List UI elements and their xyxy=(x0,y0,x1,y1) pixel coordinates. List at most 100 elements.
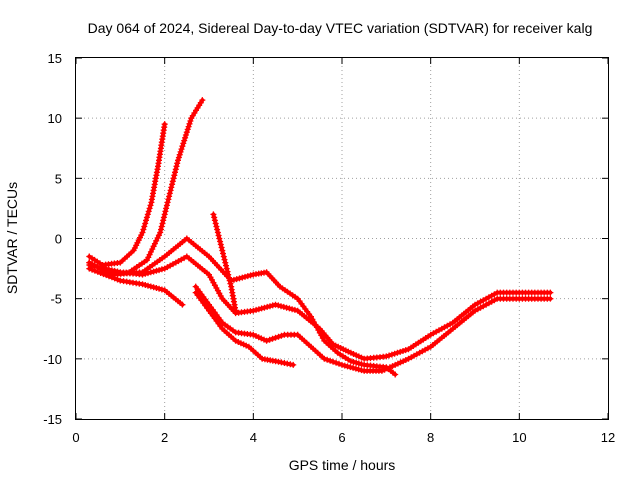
data-point-marker xyxy=(180,140,187,147)
data-point-marker xyxy=(142,220,149,227)
data-point-marker xyxy=(244,273,251,280)
data-point-marker xyxy=(267,303,273,310)
data-point-marker xyxy=(394,349,401,356)
data-point-marker xyxy=(114,276,121,283)
data-point-marker xyxy=(146,205,153,212)
data-point-marker xyxy=(230,276,237,283)
data-point-marker xyxy=(145,270,151,277)
data-point-marker xyxy=(187,118,194,124)
data-point-marker xyxy=(163,202,170,209)
series-track-8 xyxy=(210,211,239,314)
x-tick-label: 4 xyxy=(250,430,257,445)
data-point-marker xyxy=(397,348,404,355)
data-point-marker xyxy=(141,223,148,230)
data-point-marker xyxy=(218,244,225,251)
data-point-marker xyxy=(242,273,248,280)
data-point-marker xyxy=(239,274,246,281)
data-point-marker xyxy=(247,272,254,279)
data-point-marker xyxy=(219,247,226,254)
x-tick-label: 2 xyxy=(161,430,168,445)
data-point-marker xyxy=(211,217,218,224)
data-point-marker xyxy=(160,214,167,221)
data-point-marker xyxy=(397,359,404,366)
data-point-marker xyxy=(212,220,219,227)
data-point-marker xyxy=(258,335,265,342)
data-point-marker xyxy=(392,361,399,368)
data-point-marker xyxy=(185,123,192,130)
data-point-marker xyxy=(168,184,175,191)
data-point-marker xyxy=(291,306,298,313)
data-point-marker xyxy=(347,364,354,371)
data-point-marker xyxy=(166,190,173,197)
data-point-marker xyxy=(222,259,229,266)
data-point-marker xyxy=(214,229,221,236)
data-point-marker xyxy=(226,274,232,281)
data-point-marker xyxy=(156,285,163,292)
data-point-marker xyxy=(175,157,181,164)
data-point-marker xyxy=(232,337,239,344)
data-point-marker xyxy=(225,271,232,278)
data-point-marker xyxy=(223,262,229,269)
data-point-marker xyxy=(280,303,287,310)
data-point-marker xyxy=(158,223,165,230)
data-point-marker xyxy=(199,97,206,104)
data-point-marker xyxy=(91,267,98,274)
data-point-marker xyxy=(103,265,110,272)
grid-layer xyxy=(76,58,608,419)
data-point-marker xyxy=(341,362,348,369)
data-point-marker xyxy=(272,301,279,308)
data-point-marker xyxy=(169,178,176,185)
series-track-5 xyxy=(86,265,186,308)
data-point-marker xyxy=(384,365,391,372)
y-tick-label: -5 xyxy=(50,292,62,307)
data-point-marker xyxy=(165,196,172,203)
data-point-marker xyxy=(158,286,165,293)
data-point-marker xyxy=(150,268,157,275)
data-point-marker xyxy=(151,240,158,247)
data-point-marker xyxy=(157,229,164,236)
data-point-marker xyxy=(172,166,179,173)
data-point-marker xyxy=(324,356,331,363)
x-tick-label: 0 xyxy=(72,430,79,445)
y-tick-label: -10 xyxy=(43,352,62,367)
data-point-marker xyxy=(142,282,149,288)
data-point-marker xyxy=(163,205,170,212)
data-point-marker xyxy=(164,199,171,206)
data-point-marker xyxy=(269,302,276,309)
data-point-marker xyxy=(144,211,151,218)
data-point-marker xyxy=(220,253,227,260)
data-point-marker xyxy=(153,285,160,291)
data-point-marker xyxy=(255,306,262,313)
data-point-marker xyxy=(150,284,157,291)
data-point-marker xyxy=(145,282,151,289)
data-point-marker xyxy=(217,241,224,248)
data-point-marker xyxy=(263,337,270,344)
data-point-marker xyxy=(352,365,359,372)
data-point-marker xyxy=(177,148,184,155)
data-point-marker xyxy=(145,208,152,215)
data-point-marker xyxy=(217,238,224,245)
data-point-marker xyxy=(402,357,409,363)
tick-layer: 0 2 4 6 8 10 12 -15 -10 -5 0 5 10 15 xyxy=(43,51,615,445)
series-track-2 xyxy=(86,97,206,278)
data-point-marker xyxy=(250,307,257,314)
data-point-marker xyxy=(216,235,223,242)
data-point-marker xyxy=(253,333,259,339)
data-point-marker xyxy=(158,226,164,233)
data-point-marker xyxy=(174,160,181,167)
x-tick-label: 6 xyxy=(338,430,345,445)
series-track-3 xyxy=(86,235,399,378)
data-point-marker xyxy=(266,336,273,343)
data-point-marker xyxy=(158,266,165,273)
data-point-marker xyxy=(336,360,342,367)
series-layer xyxy=(86,97,554,378)
data-point-marker xyxy=(182,132,189,138)
data-point-marker xyxy=(253,306,260,313)
data-point-marker xyxy=(355,360,362,367)
data-point-marker xyxy=(339,361,345,368)
x-axis-label: GPS time / hours xyxy=(289,457,396,473)
data-point-marker xyxy=(283,304,290,311)
data-point-marker xyxy=(139,271,146,278)
data-point-marker xyxy=(181,137,188,144)
data-point-marker xyxy=(355,353,362,360)
